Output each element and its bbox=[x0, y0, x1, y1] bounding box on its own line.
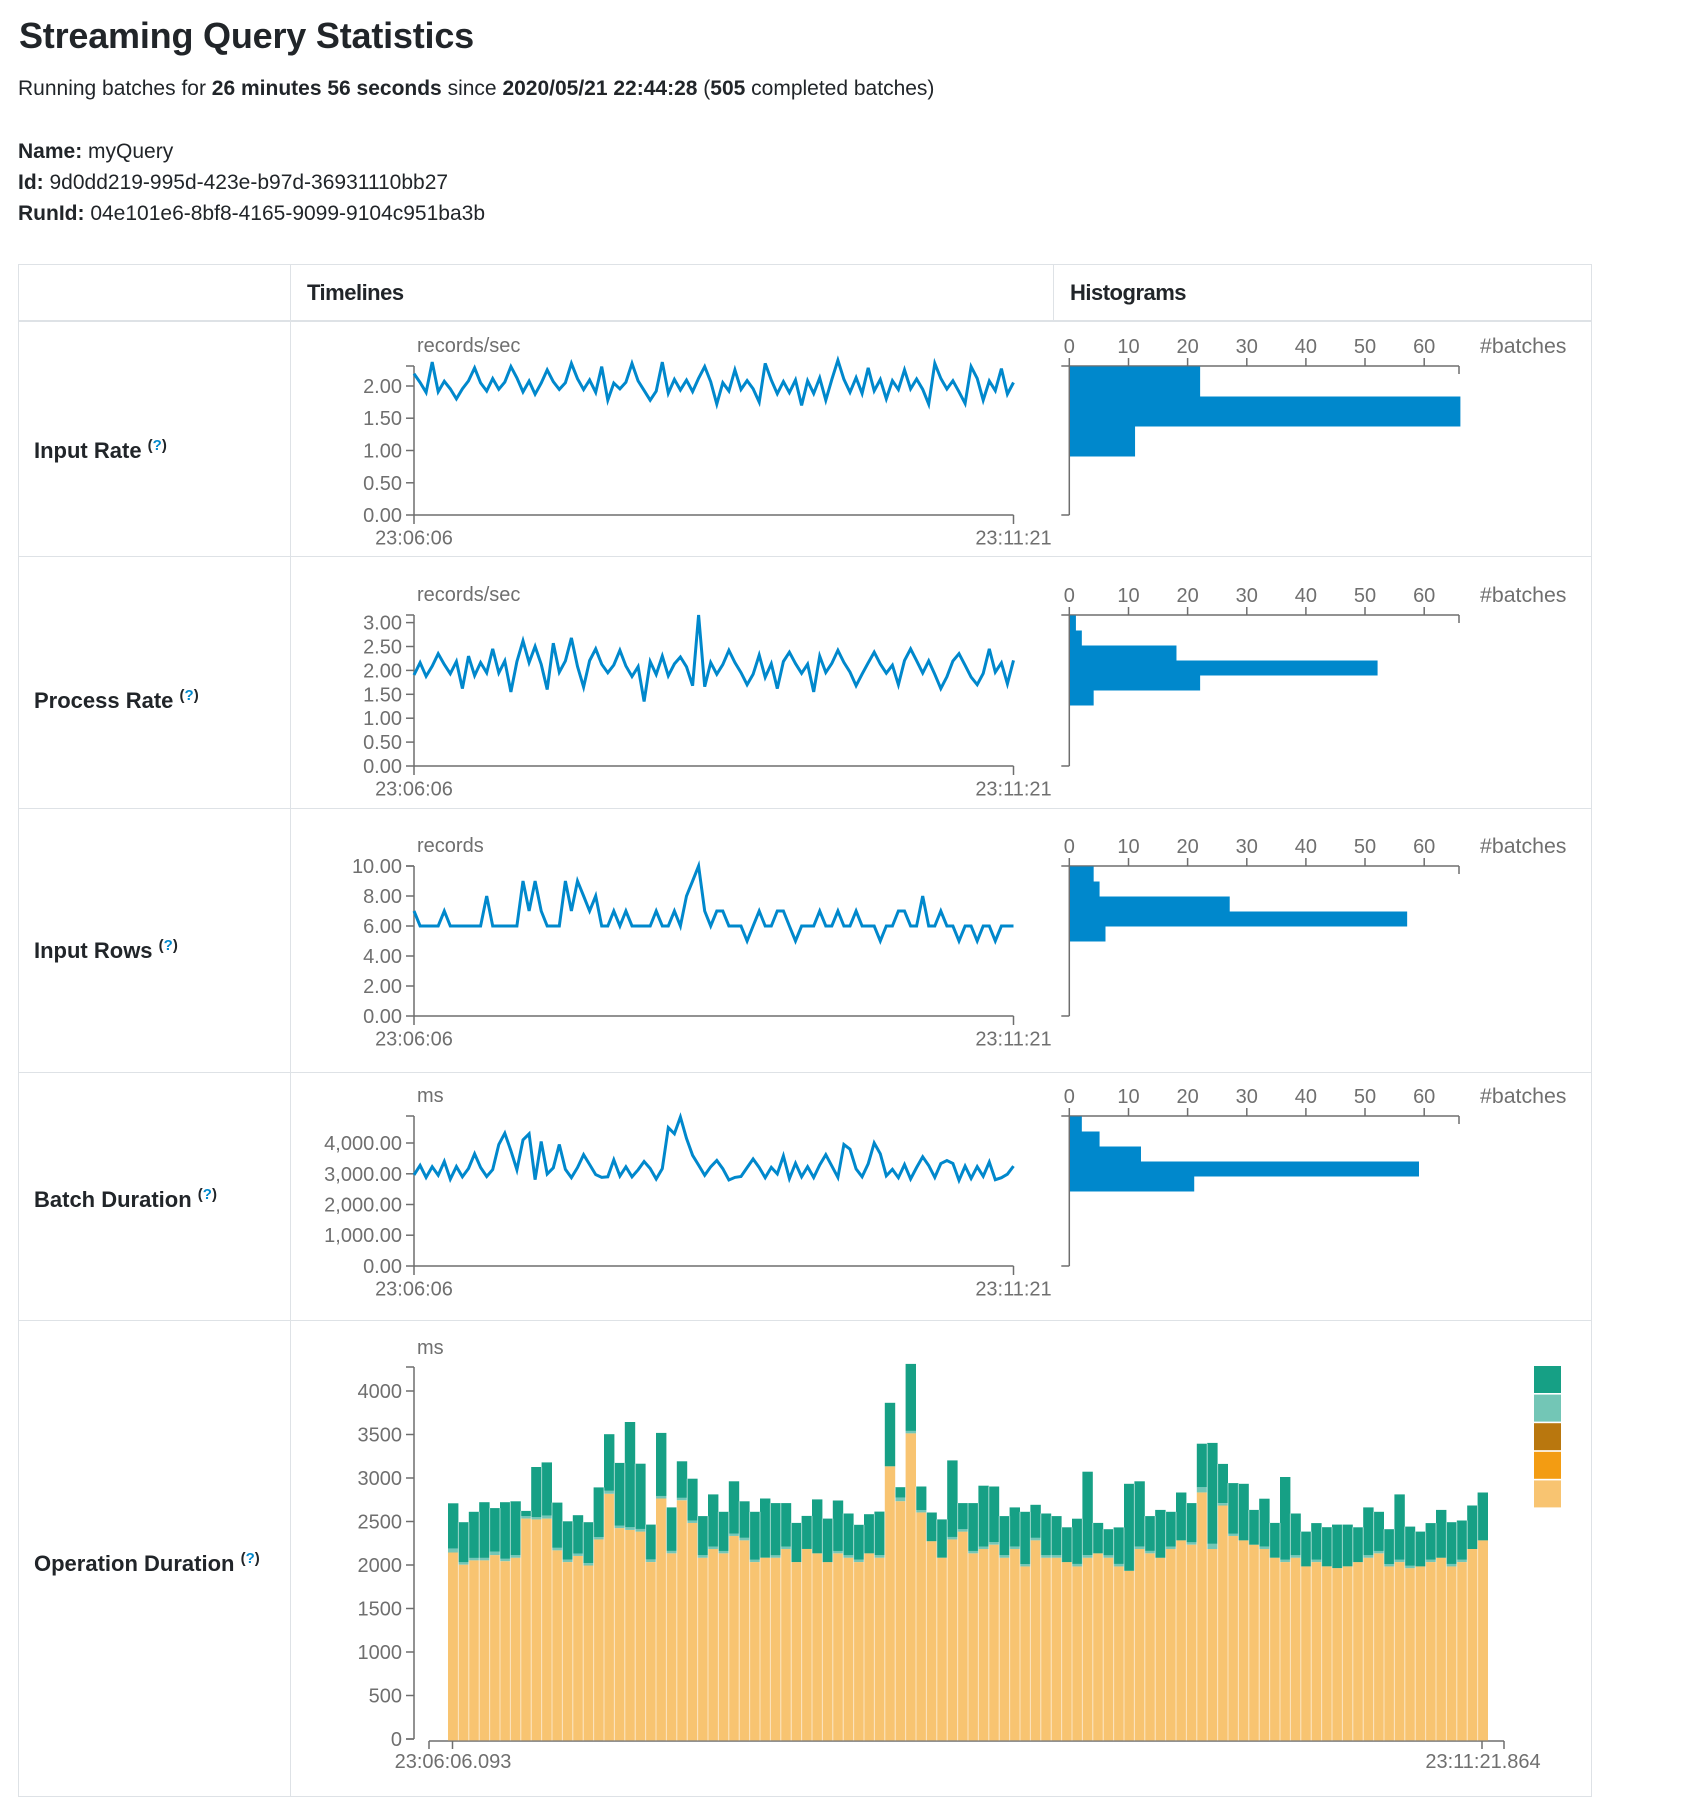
svg-text:#batches: #batches bbox=[1480, 334, 1566, 358]
svg-text:60: 60 bbox=[1413, 1086, 1435, 1108]
svg-text:50: 50 bbox=[1354, 585, 1376, 607]
svg-text:2.00: 2.00 bbox=[363, 376, 402, 398]
svg-text:23:06:06.093: 23:06:06.093 bbox=[395, 1751, 512, 1773]
svg-text:40: 40 bbox=[1295, 585, 1317, 607]
svg-text:1.00: 1.00 bbox=[363, 441, 402, 463]
svg-text:3.00: 3.00 bbox=[363, 613, 402, 635]
svg-text:1000: 1000 bbox=[358, 1642, 403, 1664]
svg-text:records: records bbox=[417, 835, 484, 857]
svg-text:3500: 3500 bbox=[358, 1425, 403, 1447]
svg-text:3000: 3000 bbox=[358, 1468, 403, 1490]
svg-text:23:06:06: 23:06:06 bbox=[375, 1279, 453, 1301]
svg-text:40: 40 bbox=[1295, 836, 1317, 858]
svg-text:40: 40 bbox=[1295, 336, 1317, 358]
svg-text:30: 30 bbox=[1236, 1086, 1258, 1108]
svg-text:2500: 2500 bbox=[358, 1512, 403, 1534]
svg-text:1.00: 1.00 bbox=[363, 708, 402, 730]
svg-text:6.00: 6.00 bbox=[363, 916, 402, 938]
svg-text:0: 0 bbox=[1064, 1086, 1075, 1108]
svg-text:23:11:21: 23:11:21 bbox=[975, 779, 1051, 801]
svg-text:23:06:06: 23:06:06 bbox=[375, 1029, 453, 1051]
svg-text:50: 50 bbox=[1354, 836, 1376, 858]
svg-text:1500: 1500 bbox=[358, 1599, 403, 1621]
svg-text:10: 10 bbox=[1117, 836, 1139, 858]
svg-text:0: 0 bbox=[1064, 585, 1075, 607]
svg-text:23:06:06: 23:06:06 bbox=[375, 779, 453, 801]
svg-text:60: 60 bbox=[1413, 336, 1435, 358]
svg-text:1.50: 1.50 bbox=[363, 408, 402, 430]
svg-text:#batches: #batches bbox=[1480, 583, 1566, 607]
svg-text:1.50: 1.50 bbox=[363, 684, 402, 706]
svg-text:0.50: 0.50 bbox=[363, 473, 402, 495]
svg-text:30: 30 bbox=[1236, 585, 1258, 607]
svg-text:0.00: 0.00 bbox=[363, 1256, 402, 1278]
svg-text:ms: ms bbox=[417, 1085, 444, 1107]
svg-text:0.00: 0.00 bbox=[363, 756, 402, 778]
svg-text:0.00: 0.00 bbox=[363, 505, 402, 527]
svg-text:4000: 4000 bbox=[358, 1381, 403, 1403]
svg-text:0: 0 bbox=[1064, 336, 1075, 358]
svg-text:3,000.00: 3,000.00 bbox=[324, 1164, 402, 1186]
svg-text:60: 60 bbox=[1413, 836, 1435, 858]
svg-text:23:06:06: 23:06:06 bbox=[375, 528, 453, 550]
svg-text:20: 20 bbox=[1176, 1086, 1198, 1108]
svg-text:40: 40 bbox=[1295, 1086, 1317, 1108]
svg-text:20: 20 bbox=[1176, 836, 1198, 858]
svg-text:10.00: 10.00 bbox=[352, 856, 402, 878]
svg-text:2.00: 2.00 bbox=[363, 660, 402, 682]
svg-text:10: 10 bbox=[1117, 585, 1139, 607]
svg-text:4.00: 4.00 bbox=[363, 946, 402, 968]
svg-text:2.50: 2.50 bbox=[363, 637, 402, 659]
svg-text:60: 60 bbox=[1413, 585, 1435, 607]
svg-text:20: 20 bbox=[1176, 336, 1198, 358]
svg-text:23:11:21: 23:11:21 bbox=[975, 1279, 1051, 1301]
svg-text:500: 500 bbox=[369, 1686, 402, 1708]
svg-text:10: 10 bbox=[1117, 336, 1139, 358]
svg-text:0.50: 0.50 bbox=[363, 732, 402, 754]
svg-text:0: 0 bbox=[1064, 836, 1075, 858]
svg-text:ms: ms bbox=[417, 1337, 444, 1359]
svg-text:1,000.00: 1,000.00 bbox=[324, 1225, 402, 1247]
svg-text:30: 30 bbox=[1236, 836, 1258, 858]
svg-text:30: 30 bbox=[1236, 336, 1258, 358]
svg-text:#batches: #batches bbox=[1480, 834, 1566, 858]
svg-text:10: 10 bbox=[1117, 1086, 1139, 1108]
svg-text:20: 20 bbox=[1176, 585, 1198, 607]
svg-text:0.00: 0.00 bbox=[363, 1006, 402, 1028]
svg-text:records/sec: records/sec bbox=[417, 584, 520, 606]
svg-text:8.00: 8.00 bbox=[363, 886, 402, 908]
svg-text:#batches: #batches bbox=[1480, 1084, 1566, 1108]
svg-text:0: 0 bbox=[391, 1729, 402, 1751]
svg-text:4,000.00: 4,000.00 bbox=[324, 1133, 402, 1155]
svg-text:23:11:21: 23:11:21 bbox=[975, 1029, 1051, 1051]
svg-text:2.00: 2.00 bbox=[363, 976, 402, 998]
svg-text:50: 50 bbox=[1354, 1086, 1376, 1108]
svg-text:50: 50 bbox=[1354, 336, 1376, 358]
svg-text:23:11:21.864: 23:11:21.864 bbox=[1425, 1751, 1540, 1773]
svg-text:records/sec: records/sec bbox=[417, 335, 520, 357]
svg-text:2,000.00: 2,000.00 bbox=[324, 1195, 402, 1217]
svg-text:23:11:21: 23:11:21 bbox=[975, 528, 1051, 550]
svg-text:2000: 2000 bbox=[358, 1555, 403, 1577]
